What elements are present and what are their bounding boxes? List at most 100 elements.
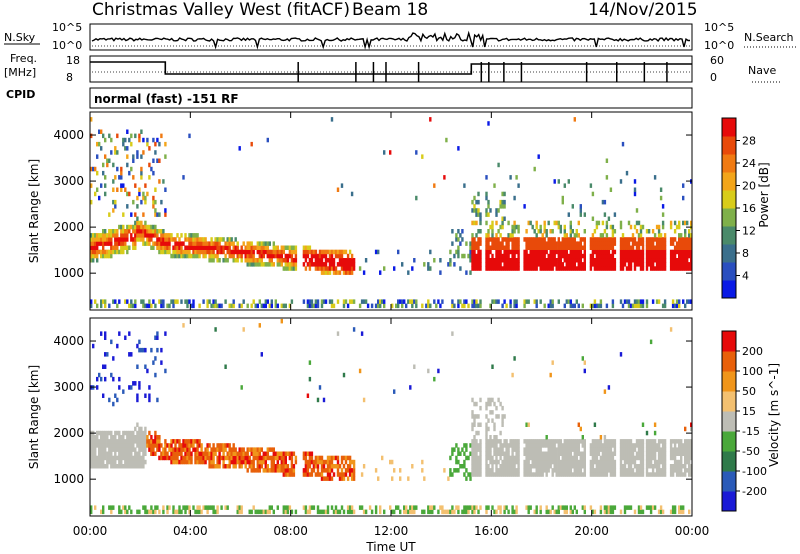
range-gate-cell	[641, 258, 645, 263]
range-gate-cell	[479, 397, 482, 403]
range-gate-cell	[146, 233, 149, 238]
range-gate-cell	[678, 451, 681, 456]
range-gate-cell	[579, 464, 582, 469]
range-gate-cell	[671, 249, 675, 255]
range-gate-cell	[254, 455, 257, 461]
range-gate-cell	[539, 468, 542, 473]
range-gate-cell	[535, 505, 538, 510]
range-gate-cell	[611, 224, 615, 230]
range-gate-cell	[485, 258, 488, 263]
range-gate-cell	[571, 459, 574, 465]
range-gate-cell	[641, 237, 645, 242]
range-gate-cell	[515, 451, 518, 456]
range-gate-cell	[204, 237, 207, 242]
range-gate-cell	[160, 455, 163, 461]
range-gate-cell	[682, 266, 685, 271]
range-gate-cell	[499, 245, 502, 250]
range-gate-cell	[142, 455, 145, 461]
range-gate-cell	[633, 241, 637, 246]
range-gate-cell	[649, 266, 653, 271]
range-gate-cell	[148, 175, 151, 180]
range-gate-cell	[553, 459, 556, 465]
range-gate-cell	[523, 439, 526, 444]
range-gate-cell	[94, 245, 97, 250]
range-gate-cell	[352, 258, 356, 263]
range-gate-cell	[463, 183, 466, 188]
range-gate-cell	[114, 241, 117, 246]
range-gate-cell	[122, 455, 125, 461]
range-gate-cell	[493, 422, 496, 427]
range-gate-cell	[154, 430, 157, 436]
range-gate-cell	[671, 241, 675, 246]
range-gate-cell	[226, 245, 229, 250]
range-gate-cell	[465, 455, 468, 461]
range-gate-cell	[686, 262, 689, 267]
range-gate-cell	[635, 303, 639, 309]
range-gate-cell	[505, 447, 508, 452]
range-gate-cell	[639, 258, 643, 263]
nave-label: Nave	[748, 64, 776, 77]
range-gate-cell	[525, 422, 528, 427]
range-gate-cell	[621, 245, 625, 250]
range-gate-cell	[545, 258, 548, 263]
range-gate-cell	[104, 233, 107, 238]
range-gate-cell	[112, 179, 115, 184]
range-gate-cell	[509, 258, 512, 263]
range-gate-cell	[601, 443, 605, 448]
range-gate-cell	[515, 258, 518, 263]
range-gate-cell	[475, 430, 478, 436]
range-gate-cell	[503, 199, 506, 205]
range-gate-cell	[290, 262, 294, 267]
range-gate-cell	[549, 249, 552, 255]
range-gate-cell	[112, 208, 115, 213]
range-gate-cell	[678, 241, 681, 246]
colorbar-segment	[722, 280, 736, 299]
range-gate-cell	[156, 245, 159, 250]
range-gate-cell	[487, 233, 490, 238]
range-gate-cell	[192, 249, 195, 255]
range-gate-cell	[138, 509, 141, 515]
range-gate-cell	[140, 175, 143, 180]
range-gate-cell	[118, 299, 121, 304]
range-gate-cell	[507, 249, 510, 255]
range-gate-cell	[503, 253, 506, 259]
range-gate-cell	[415, 303, 418, 309]
range-gate-cell	[431, 509, 434, 515]
range-gate-cell	[551, 303, 554, 309]
range-gate-cell	[499, 262, 502, 267]
range-gate-cell	[503, 237, 506, 242]
range-gate-cell	[605, 455, 609, 461]
range-gate-cell	[690, 422, 693, 427]
range-gate-cell	[393, 389, 396, 394]
range-gate-cell	[348, 455, 352, 461]
range-gate-cell	[659, 447, 663, 452]
range-gate-cell	[499, 468, 502, 473]
range-gate-cell	[605, 220, 609, 226]
range-gate-cell	[607, 266, 611, 271]
range-gate-cell	[132, 245, 135, 250]
range-gate-cell	[533, 253, 536, 259]
range-gate-cell	[603, 459, 607, 465]
range-gate-cell	[260, 447, 263, 452]
range-gate-cell	[479, 212, 482, 217]
range-gate-cell	[535, 459, 538, 465]
range-gate-cell	[635, 451, 639, 456]
range-gate-cell	[639, 505, 643, 510]
range-gate-cell	[501, 204, 504, 209]
range-gate-cell	[523, 258, 526, 263]
range-gate-cell	[413, 258, 416, 263]
range-gate-cell	[507, 451, 510, 456]
range-gate-cell	[122, 439, 125, 444]
range-gate-cell	[613, 241, 617, 246]
range-gate-cell	[543, 303, 546, 309]
range-gate-cell	[657, 262, 661, 267]
range-gate-cell	[457, 447, 460, 452]
range-gate-cell	[246, 459, 249, 465]
range-gate-cell	[268, 262, 271, 267]
range-gate-cell	[158, 245, 161, 250]
range-gate-cell	[461, 303, 464, 309]
range-gate-cell	[529, 464, 532, 469]
range-gate-cell	[623, 468, 627, 473]
range-gate-cell	[194, 455, 197, 461]
range-gate-cell	[583, 253, 586, 259]
